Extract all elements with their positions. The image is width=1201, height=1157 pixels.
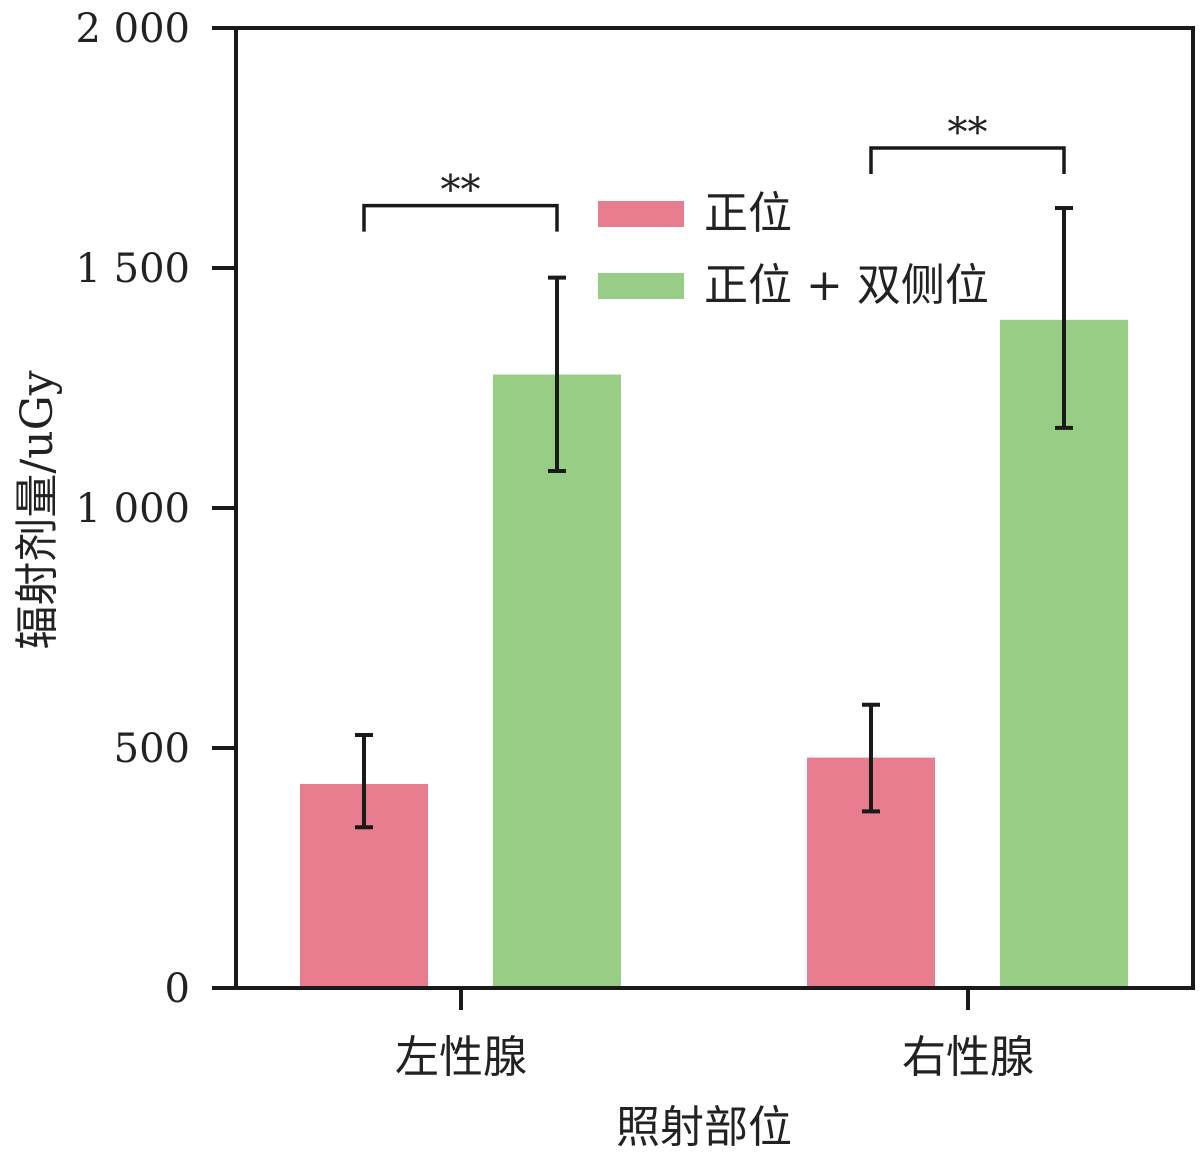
bar-frontal-bilateral-1 [1000,319,1128,989]
legend-label: 正位 + 双侧位 [704,260,989,311]
y-tick-label: 1 500 [75,246,190,292]
x-axis-title: 照射部位 [616,1102,792,1152]
x-tick-label: 右性腺 [902,1032,1034,1083]
y-tick-label: 1 000 [75,486,190,532]
x-tick-label: 左性腺 [395,1032,527,1083]
significance-bracket [362,203,559,232]
y-tick-label: 500 [114,726,190,772]
y-tick-label: 0 [165,966,190,1012]
significance-label: ** [948,110,988,156]
y-axis-title: 辐射剂量/uGy [12,370,63,649]
legend-swatch [598,201,684,227]
legend-label: 正位 [704,188,792,239]
legend-swatch [598,273,684,299]
significance-bracket [869,146,1066,174]
bar-frontal-bilateral-0 [493,374,621,988]
significance-label: ** [441,168,481,214]
y-tick-label: 2 000 [75,6,190,52]
